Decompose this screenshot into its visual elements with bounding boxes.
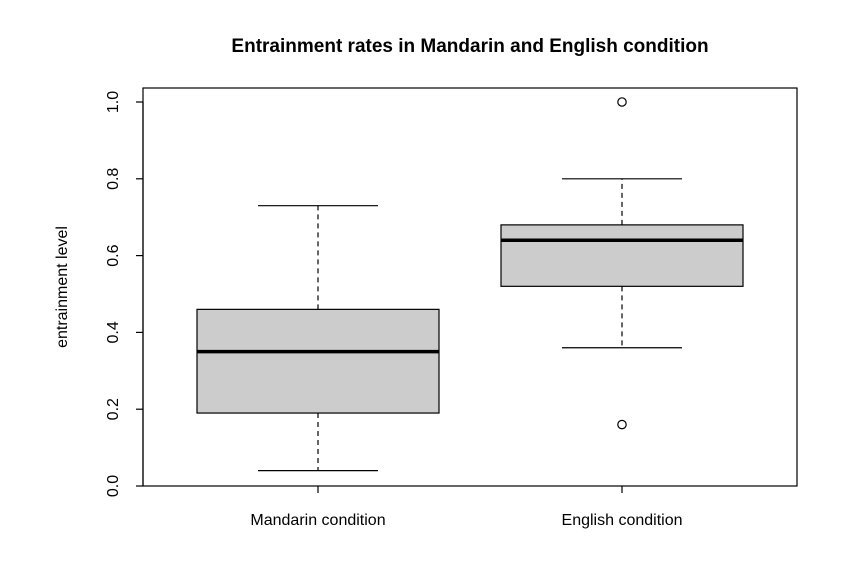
y-axis-title: entrainment level [54, 226, 71, 348]
x-tick-label: Mandarin condition [250, 512, 385, 529]
y-tick-label: 0.4 [105, 321, 122, 343]
x-tick-label: English condition [562, 512, 683, 529]
boxes [196, 97, 744, 472]
y-tick-label: 0.6 [105, 244, 122, 266]
plot-frame [142, 87, 798, 487]
box-mandarin [196, 205, 440, 472]
y-tick-label: 0.2 [105, 398, 122, 420]
y-tick-label: 0.0 [105, 475, 122, 497]
chart-title: Entrainment rates in Mandarin and Englis… [231, 36, 708, 57]
iqr-box [500, 224, 744, 287]
y-tick-label: 0.8 [105, 168, 122, 190]
y-axis: 0.0 0.2 0.4 0.6 0.8 1.0 [105, 91, 144, 497]
outlier-point [617, 419, 627, 430]
box-english [500, 97, 744, 430]
outlier-point [617, 97, 627, 107]
iqr-box [196, 308, 440, 414]
x-axis: Mandarin condition English condition [250, 486, 682, 529]
y-tick-label: 1.0 [105, 91, 122, 113]
